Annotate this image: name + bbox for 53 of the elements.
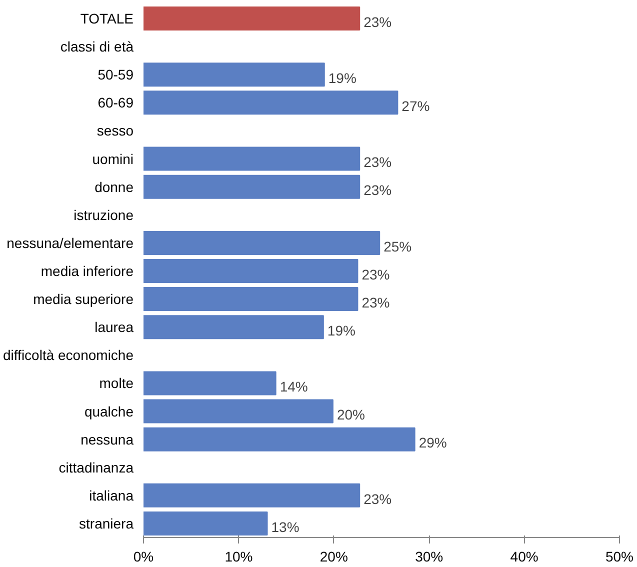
x-tick-label: 30%: [415, 548, 444, 564]
y-tick-label: media superiore: [33, 291, 134, 308]
bar: [144, 230, 380, 255]
data-label: 23%: [364, 490, 392, 507]
x-tick-label: 40%: [510, 548, 538, 564]
bar: [144, 427, 416, 452]
y-tick-label: nessuna: [80, 431, 134, 448]
bar: [144, 399, 334, 424]
data-label: 23%: [364, 182, 392, 198]
x-tick-label: 20%: [320, 548, 348, 564]
bar: [144, 90, 398, 115]
data-label: 27%: [402, 98, 430, 114]
x-tick-label: 0%: [133, 548, 154, 564]
y-tick-label: laurea: [94, 319, 134, 336]
y-tick-label: 60-69: [98, 94, 134, 111]
y-tick-label: italiana: [89, 487, 134, 504]
y-tick-label: 50-59: [98, 66, 134, 83]
y-tick-label: istruzione: [74, 206, 134, 223]
y-tick-label: TOTALE: [80, 10, 134, 27]
bar: [144, 62, 325, 87]
data-label: 13%: [271, 518, 300, 535]
data-label: 25%: [384, 238, 412, 254]
bar: [144, 315, 324, 340]
bar: [144, 174, 360, 199]
y-tick-label: straniera: [79, 515, 134, 532]
y-tick-label: difficoltà economiche: [3, 347, 134, 364]
y-tick-label: cittadinanza: [58, 459, 134, 476]
bar: [144, 146, 360, 171]
y-tick-label: molte: [99, 375, 134, 392]
data-label: 23%: [362, 266, 390, 282]
bar: [144, 483, 360, 508]
y-tick-label: uomini: [92, 150, 134, 167]
x-tick-label: 10%: [224, 548, 253, 564]
y-tick-label: media inferiore: [40, 263, 134, 279]
data-label: 19%: [327, 322, 356, 338]
y-tick-label: classi di età: [60, 38, 134, 55]
bar: [144, 259, 358, 283]
y-tick-label: donne: [94, 178, 134, 195]
data-label: 19%: [328, 70, 356, 86]
y-tick-label: sesso: [96, 122, 134, 139]
y-tick-label: nessuna/elementare: [6, 234, 134, 251]
bar: [144, 287, 358, 312]
x-tick-label: 50%: [605, 548, 634, 564]
bar: [144, 6, 360, 31]
data-label: 29%: [418, 434, 447, 451]
bar: [144, 371, 276, 396]
y-tick-label: qualche: [84, 403, 134, 420]
data-label: 14%: [280, 378, 308, 395]
data-label: 23%: [362, 294, 390, 310]
data-label: 20%: [336, 406, 365, 423]
data-label: 23%: [364, 154, 392, 170]
data-label: 23%: [364, 14, 392, 30]
bar: [144, 511, 268, 536]
